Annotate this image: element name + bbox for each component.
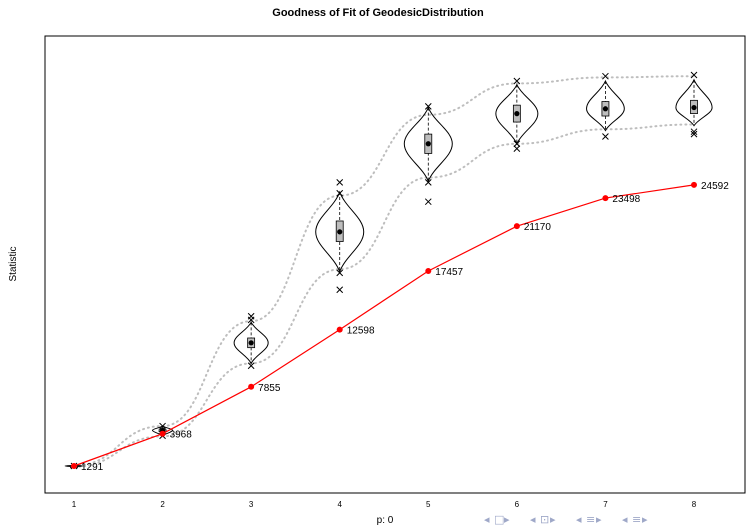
- median-point: [248, 340, 254, 346]
- data-label: 12598: [347, 326, 375, 337]
- y-axis-label: Statistic: [8, 246, 19, 281]
- outlier-mark: [513, 140, 521, 148]
- nav-next-icon[interactable]: ▸: [550, 513, 556, 526]
- chart-title: Goodness of Fit of GeodesicDistribution: [272, 7, 484, 19]
- toc-icon[interactable]: ≡: [632, 513, 641, 526]
- x-tick-label: 8: [692, 500, 697, 509]
- violin-7: [586, 72, 625, 140]
- median-point: [691, 104, 697, 111]
- outlier-mark: [690, 71, 698, 79]
- median-point: [514, 111, 520, 117]
- violin-6: [495, 77, 539, 152]
- outlier-mark: [247, 312, 255, 320]
- plot-frame: [44, 35, 746, 494]
- outlier-mark: [602, 133, 609, 140]
- x-tick-label: 4: [337, 500, 342, 509]
- x-tick-label: 1: [72, 500, 77, 509]
- nav-prev-icon[interactable]: ◂: [576, 513, 582, 526]
- beamer-navigation[interactable]: ◂ □ ▸ ◂ ⊡ ▸ ◂ ≡ ▸ ◂ ≡ ▸: [484, 513, 648, 526]
- outlier-mark: [336, 179, 344, 186]
- data-label: 7855: [258, 383, 281, 394]
- frame-icon[interactable]: □: [494, 513, 504, 526]
- observed-point: [336, 326, 343, 333]
- nav-prev-icon[interactable]: ◂: [484, 513, 490, 526]
- x-tick-label: 2: [160, 500, 165, 509]
- data-label: 3968: [170, 430, 193, 441]
- violin-outline: [233, 321, 269, 365]
- nav-next-icon[interactable]: ▸: [642, 513, 648, 526]
- outlier-mark: [336, 286, 344, 294]
- nav-prev-icon[interactable]: ◂: [530, 513, 536, 526]
- median-point: [425, 141, 431, 147]
- nav-prev-icon[interactable]: ◂: [622, 513, 628, 526]
- x-axis-label: p: 0: [377, 515, 394, 526]
- violin-4: [315, 179, 365, 294]
- outlier-mark: [336, 269, 344, 277]
- outlier-mark: [424, 179, 432, 186]
- data-label: 23498: [612, 194, 640, 205]
- x-tick-label: 7: [603, 500, 608, 509]
- x-axis-ticks: 1 2 3 4 5 6 7 8: [72, 500, 697, 509]
- outlier-mark: [159, 422, 166, 430]
- outlier-mark: [690, 130, 698, 138]
- x-tick-label: 5: [426, 500, 431, 509]
- observed-line: [73, 184, 695, 467]
- section-icon[interactable]: ≡: [586, 513, 595, 526]
- data-label: 1291: [81, 462, 104, 473]
- outlier-mark: [247, 362, 255, 370]
- outlier-mark: [513, 77, 521, 85]
- nav-next-icon[interactable]: ▸: [504, 513, 510, 526]
- outlier-mark: [602, 72, 609, 80]
- violin-outline: [586, 79, 625, 132]
- data-label: 21170: [524, 222, 552, 233]
- observed-point: [159, 430, 166, 437]
- violin-8: [675, 71, 713, 138]
- subsection-icon[interactable]: ⊡: [540, 513, 549, 526]
- observed-series: 1291 3968 7855 12598 17457 21170 23498 24592: [71, 181, 729, 473]
- envelope-lower-line: [73, 123, 695, 468]
- outlier-mark: [336, 189, 344, 197]
- median-point: [337, 229, 343, 235]
- observed-point: [425, 267, 432, 274]
- violin-outline: [403, 106, 453, 183]
- observed-point: [513, 223, 520, 230]
- simulated-violins: [64, 71, 713, 470]
- outlier-mark: [424, 103, 432, 110]
- envelope-upper-line: [73, 75, 695, 467]
- simulated-envelope: [73, 75, 695, 468]
- observed-point: [691, 181, 697, 188]
- data-label: 24592: [701, 181, 729, 192]
- observed-point: [602, 195, 609, 202]
- violin-5: [403, 103, 453, 206]
- violin-outline: [315, 190, 365, 274]
- outlier-mark: [424, 198, 432, 206]
- nav-next-icon[interactable]: ▸: [596, 513, 602, 526]
- violin-3: [233, 312, 269, 370]
- x-tick-label: 3: [249, 500, 254, 509]
- outlier-mark: [513, 145, 521, 152]
- median-point: [602, 106, 609, 112]
- observed-point: [71, 463, 77, 469]
- x-tick-label: 6: [515, 500, 520, 509]
- observed-point: [248, 383, 255, 390]
- data-label: 17457: [435, 267, 463, 278]
- outlier-mark: [690, 128, 698, 136]
